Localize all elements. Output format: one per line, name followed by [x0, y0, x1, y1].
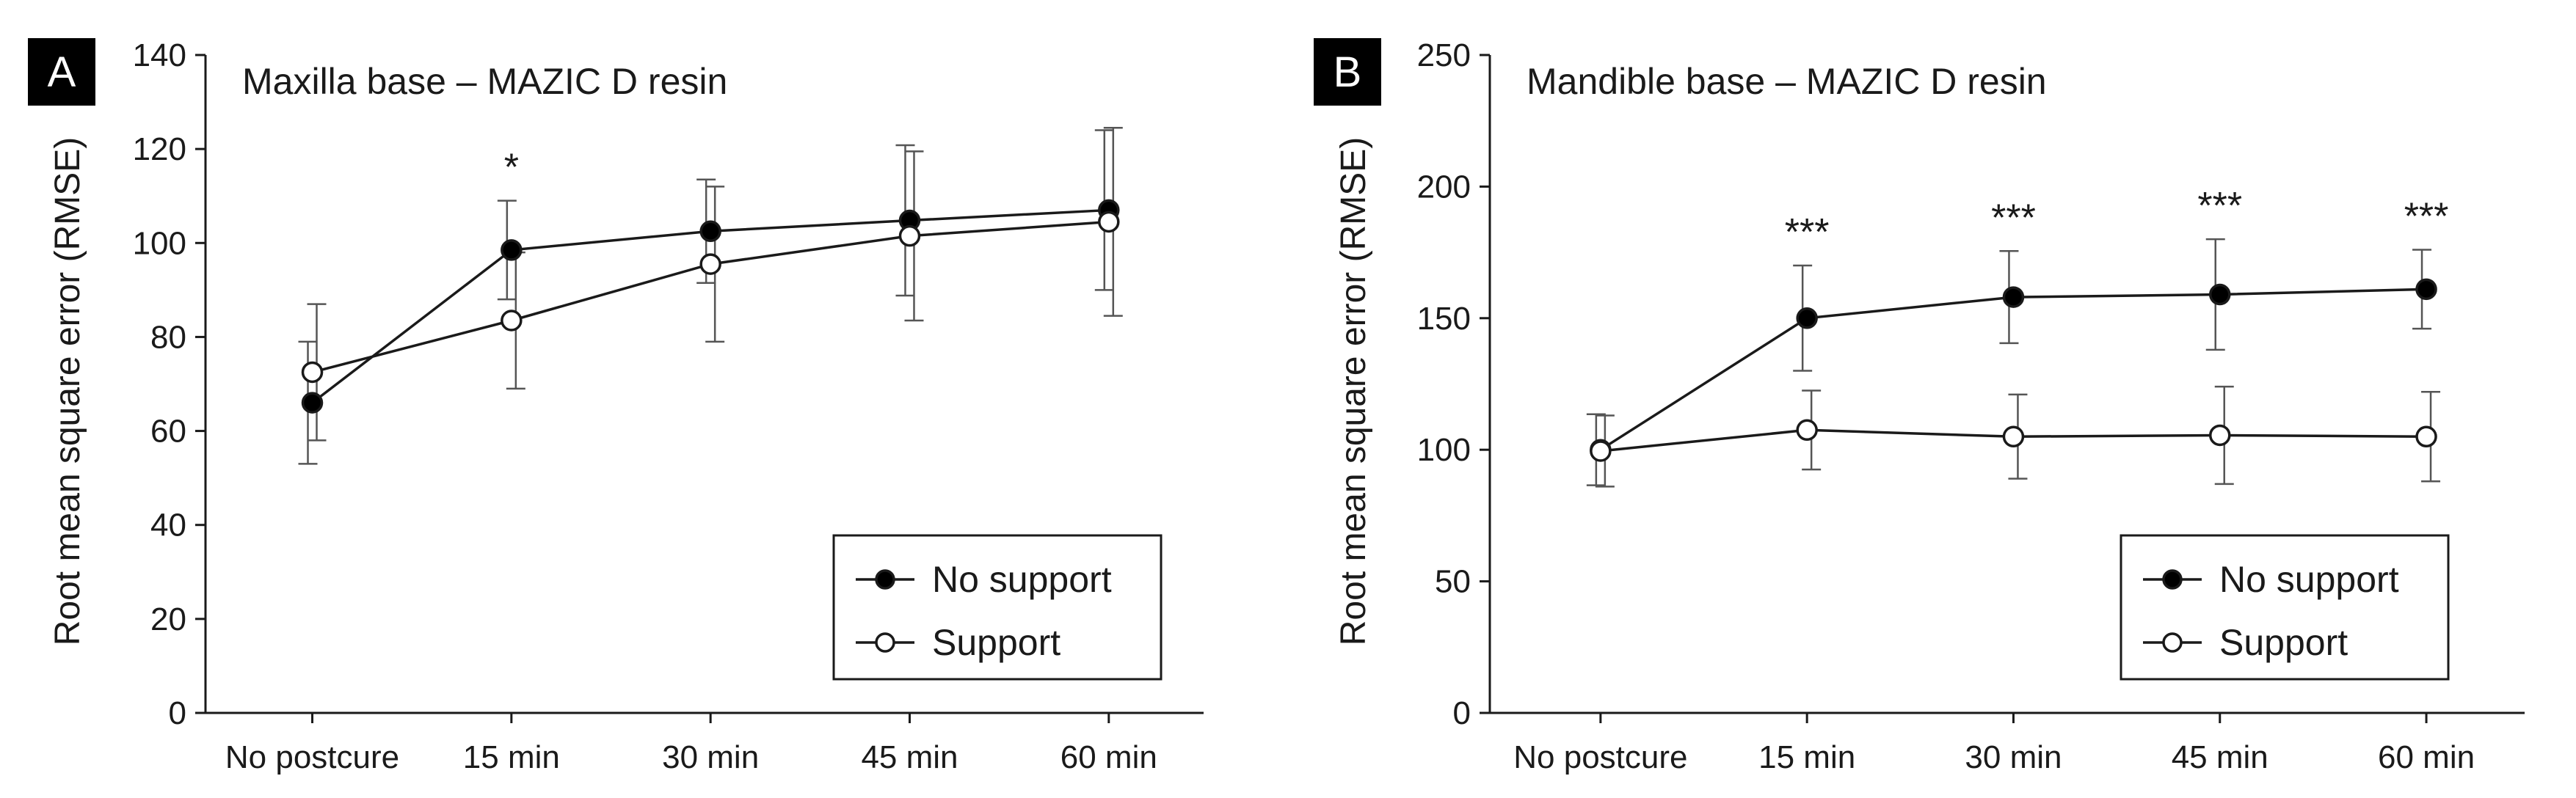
x-tick-label: 60 min [2378, 739, 2475, 775]
y-tick-label: 100 [133, 225, 186, 261]
legend-label: Support [2219, 622, 2348, 663]
data-point-support [301, 361, 324, 384]
legend-label: No support [2219, 559, 2399, 600]
legend-label: No support [932, 559, 1112, 600]
chart-title: Maxilla base – MAZIC D resin [242, 61, 727, 102]
y-tick-label: 50 [1435, 564, 1471, 600]
data-point-no-support [2415, 278, 2437, 301]
y-tick-label: 0 [169, 695, 186, 731]
y-axis-title: Root mean square error (RMSE) [1334, 137, 1373, 646]
y-tick-label: 20 [150, 601, 186, 637]
data-point-support [898, 224, 921, 247]
y-axis-title: Root mean square error (RMSE) [48, 137, 87, 646]
y-tick-label: 60 [150, 414, 186, 450]
data-point-no-support [2209, 283, 2231, 306]
x-tick-label: No postcure [225, 739, 399, 775]
data-point-no-support [699, 220, 721, 243]
data-point-no-support [1796, 307, 1818, 329]
significance-marker: * [504, 147, 519, 189]
x-tick-label: 30 min [1965, 739, 2062, 775]
panel-label: B [1334, 48, 1362, 96]
panel-label: A [48, 48, 76, 96]
data-point-support [1796, 419, 1818, 442]
panel-label-box [1314, 38, 1381, 106]
legend-box [2120, 534, 2450, 681]
y-tick-label: 200 [1417, 169, 1471, 205]
x-tick-label: 15 min [463, 739, 560, 775]
panel-label-box [28, 38, 95, 106]
data-point-support [2209, 424, 2231, 447]
x-tick-label: 15 min [1758, 739, 1855, 775]
data-point-no-support [501, 239, 523, 261]
data-point-support [699, 253, 721, 275]
significance-marker: *** [1991, 197, 2036, 239]
y-tick-label: 120 [133, 131, 186, 167]
y-tick-label: 140 [133, 37, 186, 73]
data-point-no-support [301, 392, 324, 414]
legend-marker [875, 569, 895, 590]
y-tick-label: 150 [1417, 301, 1471, 337]
significance-marker: *** [1785, 211, 1830, 254]
x-tick-label: 60 min [1060, 739, 1157, 775]
y-tick-label: 100 [1417, 432, 1471, 468]
significance-marker: *** [2404, 196, 2449, 238]
legend-label: Support [932, 622, 1060, 663]
x-tick-label: 45 min [2172, 739, 2268, 775]
y-tick-label: 80 [150, 319, 186, 355]
panel-b: B Mandible base – MAZIC D resin 0 50 100 150 2… [1314, 37, 2525, 775]
y-tick-label: 0 [1453, 695, 1471, 731]
panel-a: A Maxilla base – MAZIC D resin 0 20 40 60 80 10… [28, 37, 1204, 775]
x-tick-label: 45 min [861, 739, 958, 775]
legend-box [832, 534, 1163, 681]
data-point-support [501, 310, 523, 332]
legend-marker [2162, 569, 2183, 590]
y-tick-label: 250 [1417, 37, 1471, 73]
legend-marker [875, 632, 895, 653]
significance-marker: *** [2197, 185, 2242, 227]
y-tick-label: 40 [150, 508, 186, 543]
data-point-support [2415, 425, 2437, 448]
data-point-no-support [2002, 286, 2025, 308]
data-point-support [2002, 425, 2025, 448]
data-point-support [1590, 440, 1612, 462]
x-tick-label: 30 min [662, 739, 759, 775]
chart-title: Mandible base – MAZIC D resin [1527, 61, 2047, 102]
x-tick-label: No postcure [1513, 739, 1687, 775]
data-point-support [1098, 211, 1120, 233]
legend-marker [2162, 632, 2183, 653]
